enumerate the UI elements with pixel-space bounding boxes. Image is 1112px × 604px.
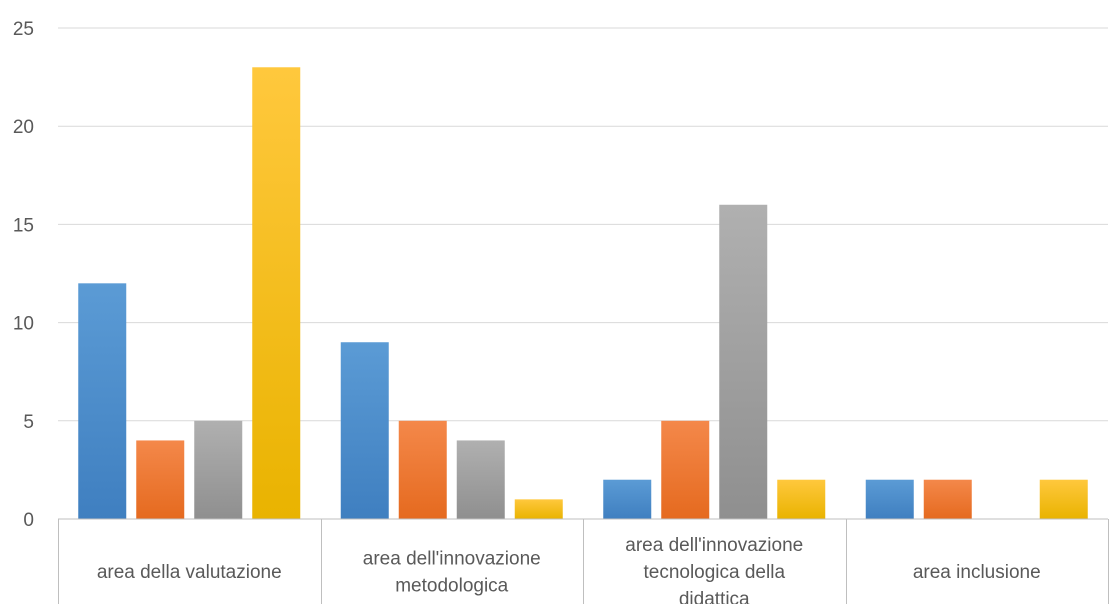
y-tick-label: 0 (23, 510, 34, 531)
y-axis-tick-labels: 0 5 10 15 20 25 (13, 19, 34, 531)
category-label: area dell'innovazione tecnologica della di… (625, 535, 803, 604)
grid-lines (58, 27, 1108, 422)
y-tick-label: 5 (23, 412, 34, 433)
bar (252, 67, 301, 519)
bar (1039, 479, 1088, 519)
bar (514, 499, 563, 519)
bar (603, 479, 652, 519)
category-label: area inclusione (913, 562, 1041, 583)
y-tick-label: 15 (13, 215, 34, 236)
x-axis (58, 518, 1109, 604)
bar (719, 204, 768, 519)
bar (340, 342, 389, 519)
category-labels: area della valutazione area dell'innovazi… (97, 535, 1041, 604)
bar (398, 420, 447, 519)
bar (456, 440, 505, 519)
bar (78, 283, 127, 519)
bar (865, 479, 914, 519)
bar (136, 440, 185, 519)
bar (777, 479, 826, 519)
bars (78, 67, 1088, 519)
y-tick-label: 25 (13, 19, 34, 40)
y-tick-label: 10 (13, 314, 34, 335)
bar (194, 420, 243, 519)
category-label: area della valutazione (97, 562, 282, 583)
category-label: area dell'innovazione metodologica (363, 549, 541, 597)
bar (661, 420, 710, 519)
bar (923, 479, 972, 519)
y-tick-label: 20 (13, 117, 34, 138)
